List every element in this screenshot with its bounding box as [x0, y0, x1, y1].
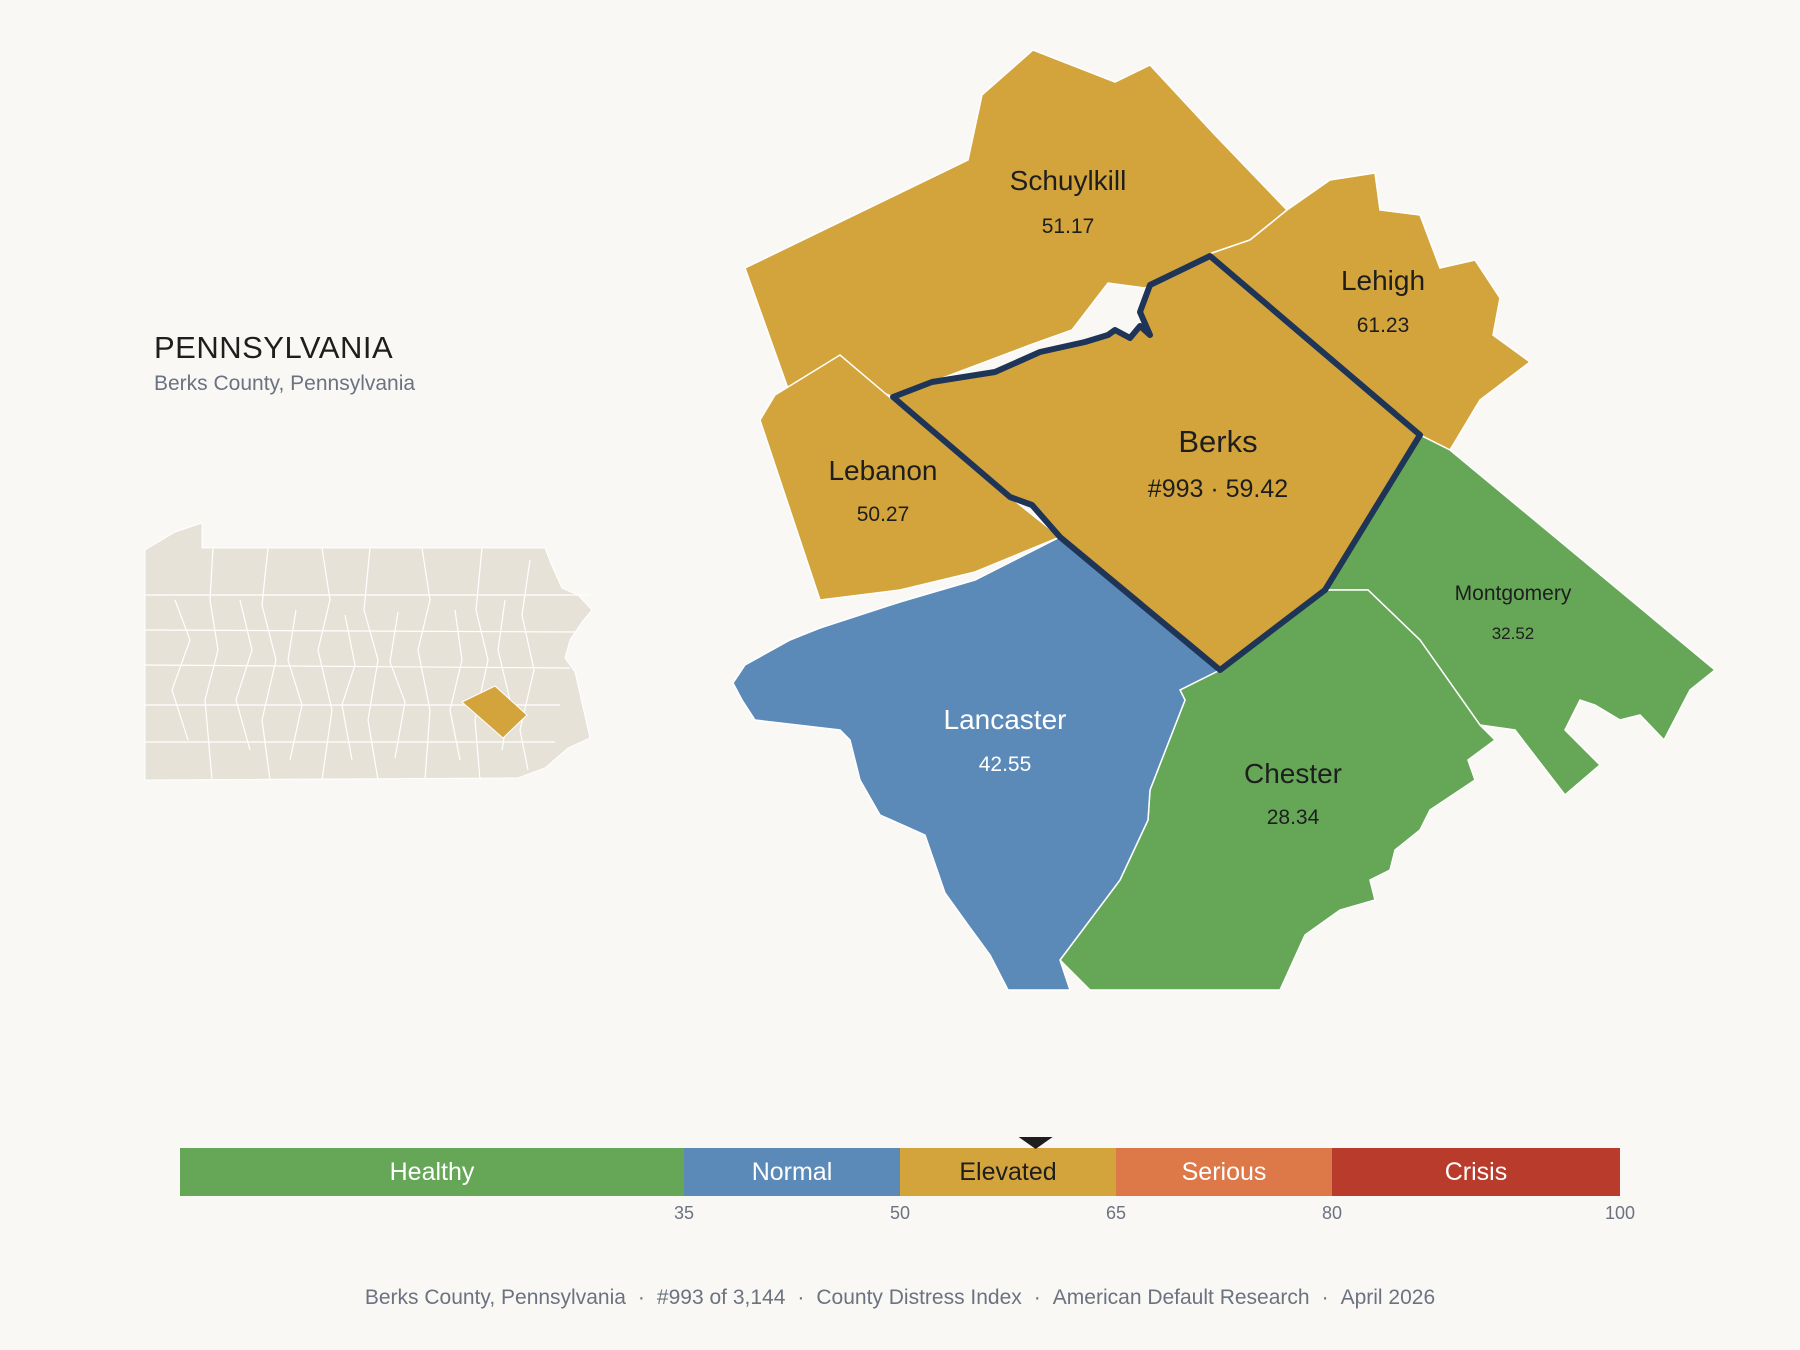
- state-title: PENNSYLVANIA: [154, 330, 394, 365]
- county-value-lebanon: 50.27: [857, 503, 910, 526]
- footer-rank: #993 of 3,144: [656, 1286, 786, 1309]
- state-subtitle: Berks County, Pennsylvania: [154, 372, 416, 395]
- footer-county: Berks County, Pennsylvania: [364, 1286, 626, 1309]
- inset-state-map: [144, 522, 593, 781]
- county-value-berks: #993 · 59.42: [1148, 475, 1288, 503]
- footer-source: American Default Research: [1052, 1286, 1310, 1309]
- county-labels: Schuylkill 51.17 Lehigh 61.23 Lebanon 50…: [828, 165, 1571, 829]
- legend-label-normal: Normal: [752, 1158, 833, 1186]
- county-shapes: [732, 49, 1717, 991]
- legend-tick-50: 50: [890, 1203, 910, 1223]
- legend-segment-normal: [684, 1148, 900, 1196]
- legend-segment-crisis: [1332, 1148, 1620, 1196]
- legend-label-crisis: Crisis: [1445, 1158, 1508, 1186]
- county-name-montgomery: Montgomery: [1455, 582, 1572, 605]
- county-value-montgomery: 32.52: [1492, 624, 1535, 643]
- legend-segment-healthy: [180, 1148, 684, 1196]
- county-name-lebanon: Lebanon: [828, 455, 937, 486]
- footer-date: April 2026: [1340, 1286, 1436, 1309]
- county-shape-lancaster: [732, 536, 1222, 991]
- county-value-lancaster: 42.55: [979, 753, 1032, 776]
- legend-pointer-marker: [1018, 1137, 1053, 1149]
- footer-index-name: County Distress Index: [816, 1286, 1022, 1309]
- legend-label-serious: Serious: [1182, 1158, 1267, 1186]
- legend-segment-elevated: [900, 1148, 1116, 1196]
- county-shape-lebanon: [759, 354, 1062, 601]
- legend-scale: Healthy Normal Elevated Serious Crisis 35 50 6…: [180, 1137, 1635, 1223]
- legend-segment-serious: [1116, 1148, 1332, 1196]
- legend-label-elevated: Elevated: [959, 1158, 1056, 1186]
- inset-berks-highlight: [461, 685, 528, 739]
- legend-tick-65: 65: [1106, 1203, 1126, 1223]
- legend-tick-80: 80: [1322, 1203, 1342, 1223]
- county-value-lehigh: 61.23: [1357, 314, 1410, 337]
- county-value-schuylkill: 51.17: [1042, 215, 1095, 238]
- footer-credits: Berks County, Pennsylvania · #993 of 3,144…: [364, 1286, 1436, 1309]
- county-name-schuylkill: Schuylkill: [1010, 165, 1127, 196]
- county-name-berks: Berks: [1178, 424, 1257, 459]
- legend-label-healthy: Healthy: [390, 1158, 475, 1186]
- legend-tick-100: 100: [1605, 1203, 1635, 1223]
- legend-tick-35: 35: [674, 1203, 694, 1223]
- county-shape-berks: [890, 253, 1423, 673]
- county-value-chester: 28.34: [1267, 806, 1320, 829]
- county-name-chester: Chester: [1244, 758, 1342, 789]
- county-name-lehigh: Lehigh: [1341, 265, 1425, 296]
- county-name-lancaster: Lancaster: [944, 704, 1067, 735]
